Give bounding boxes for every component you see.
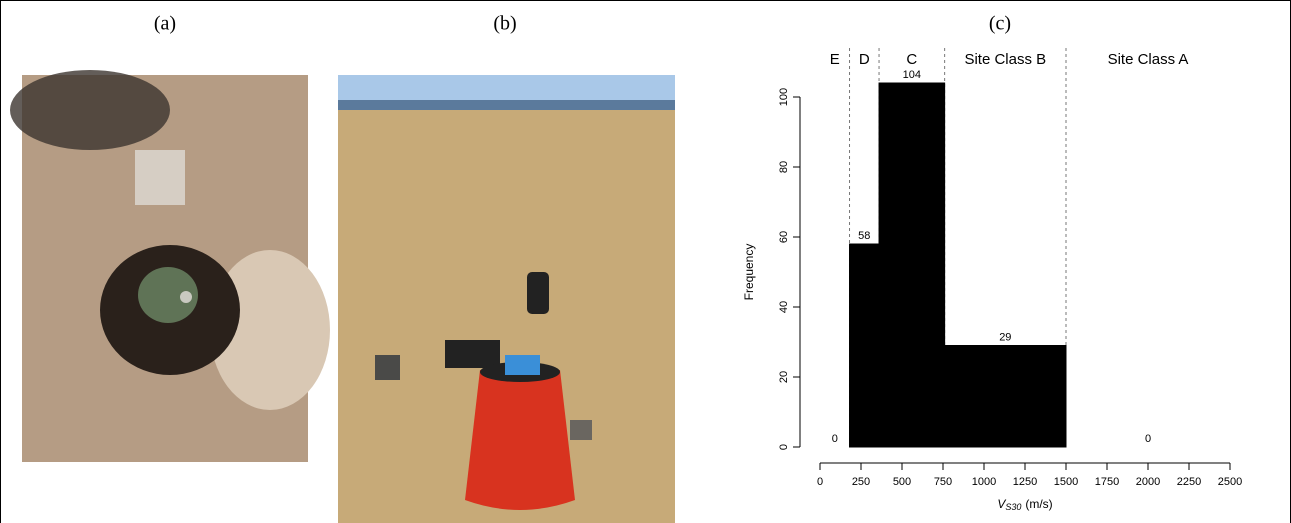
y-tick-label: 0 [778, 444, 790, 450]
x-tick-label: 1250 [1013, 476, 1037, 488]
x-tick-label: 1500 [1054, 476, 1078, 488]
x-tick-label: 0 [817, 476, 823, 488]
panel-label: (b) [493, 13, 516, 35]
x-axis-label: VS30 (m/s) [997, 497, 1052, 512]
x-tick-label: 1000 [972, 476, 996, 488]
panel-label: (c) [989, 13, 1011, 35]
y-tick-label: 100 [778, 88, 790, 106]
panel-label: (a) [154, 13, 176, 35]
value-label: 0 [1145, 433, 1151, 445]
y-tick-label: 20 [778, 371, 790, 383]
x-tick-label: 750 [934, 476, 952, 488]
value-label: 58 [858, 230, 870, 242]
x-tick-label: 2500 [1218, 476, 1242, 488]
x-label-symbol: V [997, 497, 1006, 511]
x-label-unit: (m/s) [1025, 497, 1052, 511]
class-label: E [830, 51, 840, 68]
class-label: Site Class B [964, 51, 1046, 68]
value-label: 104 [903, 69, 921, 81]
class-label: C [906, 51, 917, 68]
x-tick-label: 250 [852, 476, 870, 488]
x-tick-label: 2000 [1136, 476, 1160, 488]
y-tick-label: 40 [778, 301, 790, 313]
bar [878, 82, 946, 448]
value-label: 29 [999, 331, 1011, 343]
photo-b [338, 75, 675, 523]
x-tick-label: 500 [893, 476, 911, 488]
x-label-subscript: S30 [1005, 502, 1021, 512]
bar [944, 345, 1067, 448]
class-label: D [859, 51, 870, 68]
x-tick-label: 2250 [1177, 476, 1201, 488]
photo-a [10, 70, 330, 462]
value-label: 0 [832, 433, 838, 445]
y-tick-label: 60 [778, 231, 790, 243]
class-label: Site Class A [1108, 51, 1189, 68]
y-tick-label: 80 [778, 161, 790, 173]
bar [849, 243, 880, 448]
x-tick-label: 1750 [1095, 476, 1119, 488]
y-axis-label: Frequency [742, 244, 756, 301]
